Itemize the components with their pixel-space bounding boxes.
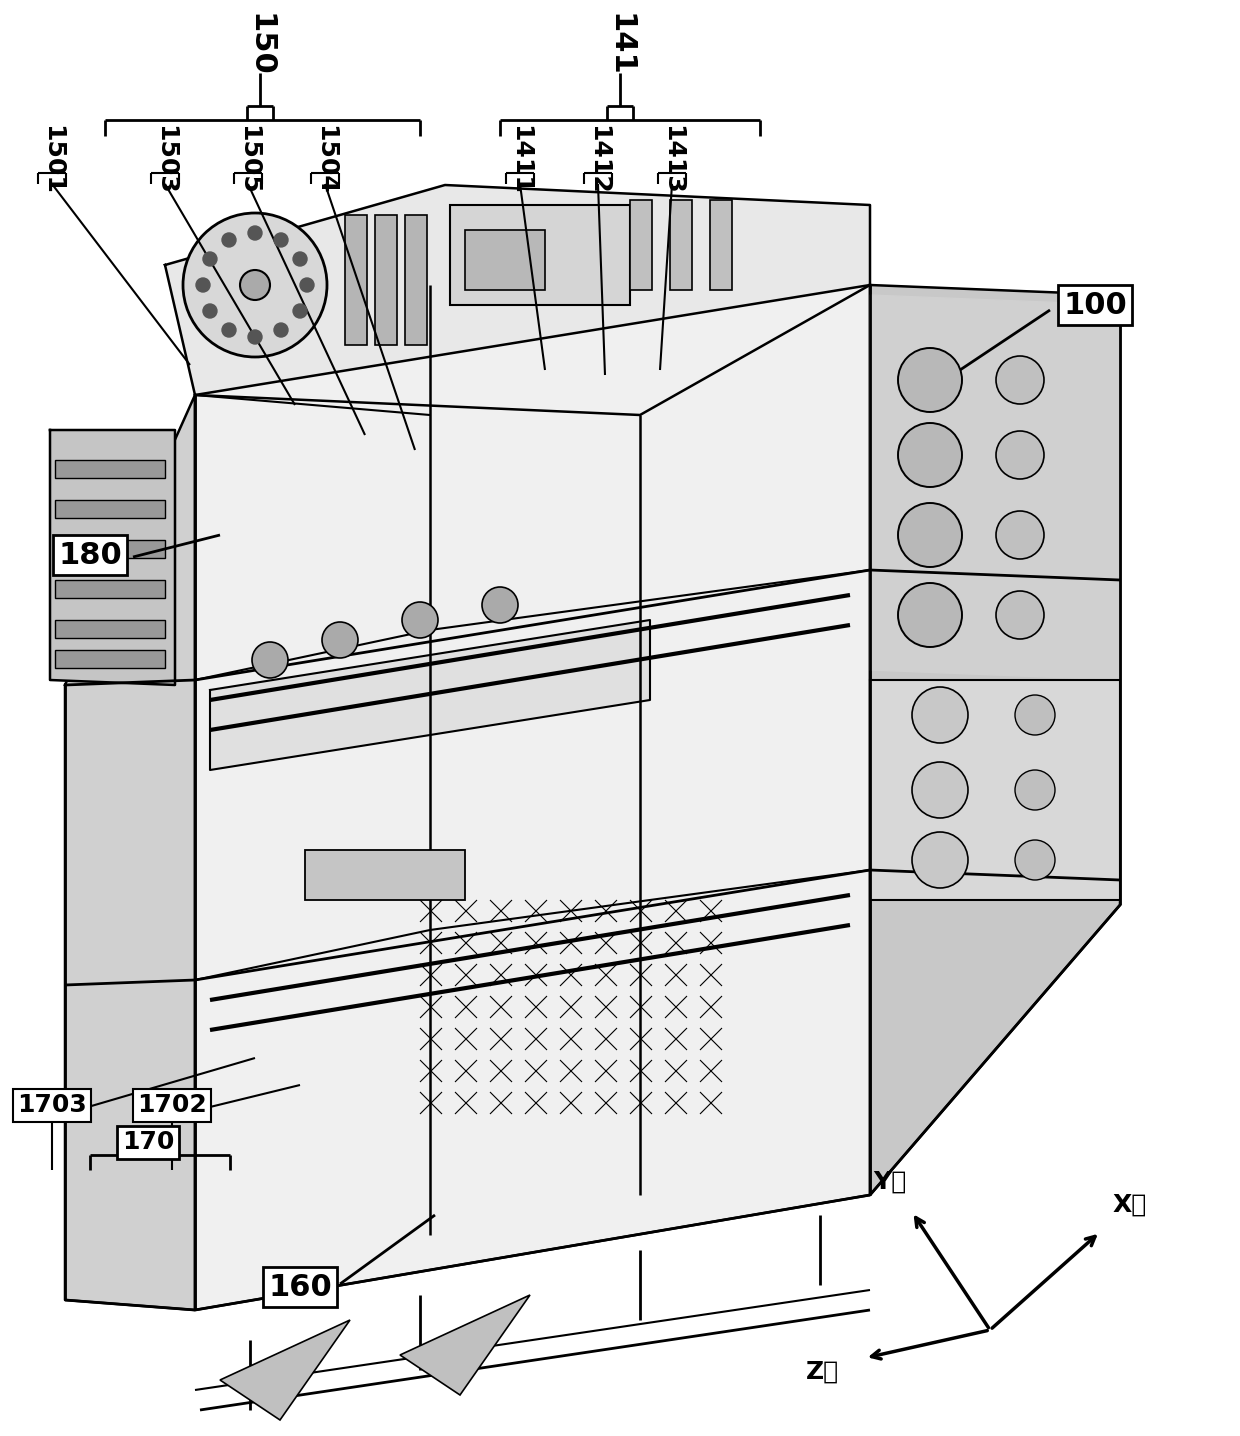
Circle shape — [1016, 695, 1055, 735]
Bar — [55, 580, 165, 597]
Text: 150: 150 — [246, 13, 274, 78]
Bar — [55, 651, 165, 668]
Polygon shape — [195, 284, 870, 1310]
Circle shape — [911, 763, 968, 819]
Polygon shape — [870, 284, 1120, 1195]
Text: 1703: 1703 — [17, 1093, 87, 1117]
Bar — [55, 620, 165, 638]
Text: 141: 141 — [605, 13, 635, 78]
Circle shape — [482, 587, 518, 623]
Circle shape — [402, 602, 438, 638]
Circle shape — [322, 622, 358, 658]
Bar — [465, 230, 546, 290]
Bar — [55, 500, 165, 518]
Circle shape — [293, 251, 308, 266]
Bar — [670, 200, 692, 290]
Polygon shape — [870, 681, 1120, 900]
Circle shape — [911, 831, 968, 887]
Circle shape — [898, 424, 962, 487]
Bar — [630, 200, 652, 290]
Bar — [55, 460, 165, 478]
Bar — [711, 200, 732, 290]
Circle shape — [203, 251, 217, 266]
Polygon shape — [219, 1320, 350, 1420]
Circle shape — [222, 323, 236, 337]
Text: 100: 100 — [1063, 290, 1127, 319]
Circle shape — [241, 270, 270, 300]
Text: 180: 180 — [58, 540, 122, 570]
Polygon shape — [50, 429, 175, 685]
Text: 1504: 1504 — [312, 125, 337, 195]
Circle shape — [1016, 770, 1055, 810]
Circle shape — [293, 304, 308, 317]
Circle shape — [252, 642, 288, 678]
Circle shape — [274, 323, 288, 337]
Circle shape — [184, 213, 327, 358]
Bar — [345, 215, 367, 345]
Text: 1412: 1412 — [587, 125, 610, 195]
Text: 170: 170 — [122, 1130, 174, 1155]
Circle shape — [911, 686, 968, 742]
Bar — [450, 205, 630, 304]
Bar — [374, 215, 397, 345]
Circle shape — [274, 233, 288, 247]
Polygon shape — [165, 185, 870, 415]
Bar — [55, 540, 165, 559]
Circle shape — [248, 225, 262, 240]
Circle shape — [196, 279, 210, 292]
Text: 1503: 1503 — [153, 125, 177, 195]
Text: 1505: 1505 — [236, 125, 260, 195]
Text: Y轴: Y轴 — [873, 1170, 906, 1193]
Circle shape — [222, 233, 236, 247]
Circle shape — [898, 583, 962, 648]
Text: 1702: 1702 — [138, 1093, 207, 1117]
Circle shape — [898, 503, 962, 567]
Text: 160: 160 — [268, 1272, 332, 1301]
Bar — [305, 850, 465, 900]
Text: Z轴: Z轴 — [806, 1360, 838, 1384]
Circle shape — [996, 592, 1044, 639]
Text: X轴: X轴 — [1112, 1193, 1147, 1216]
Circle shape — [300, 279, 314, 292]
Circle shape — [1016, 840, 1055, 880]
Circle shape — [248, 330, 262, 345]
Circle shape — [996, 511, 1044, 559]
Bar — [405, 215, 427, 345]
Polygon shape — [870, 294, 1120, 681]
Text: 1411: 1411 — [508, 125, 532, 195]
Circle shape — [996, 431, 1044, 480]
Circle shape — [898, 348, 962, 412]
Circle shape — [203, 304, 217, 317]
Polygon shape — [64, 395, 195, 1310]
Circle shape — [996, 356, 1044, 404]
Polygon shape — [210, 620, 650, 770]
Polygon shape — [401, 1295, 529, 1394]
Text: 1501: 1501 — [40, 125, 64, 195]
Text: 1413: 1413 — [660, 125, 684, 195]
